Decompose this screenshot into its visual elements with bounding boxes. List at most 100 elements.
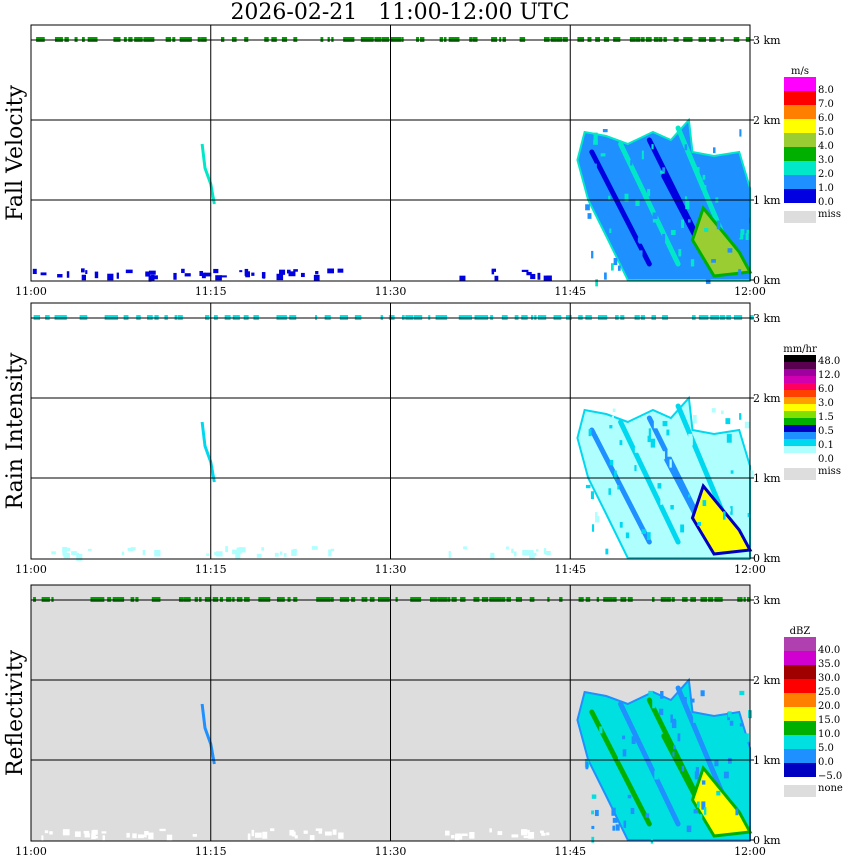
reflectivity-surface-clutter bbox=[247, 833, 251, 840]
fall-velocity-surface-clutter bbox=[494, 275, 499, 281]
rain-intensity-legend-swatch bbox=[784, 397, 816, 404]
fall-velocity-echo-pixel bbox=[731, 200, 736, 210]
fall-velocity-echo-pixel bbox=[711, 259, 716, 263]
fall-velocity-surface-clutter bbox=[313, 274, 320, 282]
reflectivity-echo-pixel bbox=[672, 751, 675, 757]
rain-intensity-legend-label: 3.0 bbox=[818, 398, 834, 409]
reflectivity-echo-pixel bbox=[739, 723, 744, 727]
reflectivity-echo-pixel bbox=[740, 735, 744, 740]
reflectivity-surface-clutter bbox=[141, 835, 147, 838]
reflectivity-legend-label: 10.0 bbox=[818, 729, 840, 740]
reflectivity-surface-clutter bbox=[144, 830, 149, 836]
rain-intensity-surface-clutter bbox=[506, 546, 509, 550]
rain-intensity-surface-clutter bbox=[214, 551, 219, 556]
reflectivity-surface-clutter bbox=[445, 830, 450, 836]
reflectivity-echo-pixel bbox=[612, 817, 618, 823]
rain-intensity-legend-swatch bbox=[784, 362, 816, 369]
reflectivity-xtick-label: 11:15 bbox=[195, 845, 227, 858]
fall-velocity-surface-clutter bbox=[145, 272, 150, 276]
rain-intensity-surface-clutter bbox=[76, 553, 83, 561]
reflectivity-surface-clutter bbox=[309, 835, 315, 841]
fall-velocity-echo-pixel bbox=[716, 220, 721, 230]
reflectivity-echo-pixel bbox=[735, 808, 739, 816]
fall-velocity-surface-clutter bbox=[201, 273, 206, 279]
reflectivity-frame bbox=[30, 584, 751, 842]
rain-intensity-legend-swatch bbox=[784, 355, 816, 362]
reflectivity-surface-clutter bbox=[126, 832, 130, 838]
fall-velocity-legend-swatch bbox=[784, 77, 816, 91]
rain-intensity-legend-swatch bbox=[784, 446, 816, 453]
reflectivity-legend-swatch bbox=[784, 749, 816, 763]
rain-intensity-echo-pixel bbox=[652, 533, 656, 537]
fall-velocity-surface-clutter bbox=[327, 268, 335, 274]
rain-intensity-echo-pixel bbox=[697, 521, 702, 526]
fall-velocity-surface-clutter bbox=[526, 271, 532, 276]
reflectivity-echo-pixel bbox=[654, 770, 659, 780]
rain-intensity-frame bbox=[30, 302, 751, 560]
rain-intensity-echo-pixel bbox=[585, 484, 591, 489]
reflectivity-surface-clutter bbox=[138, 834, 144, 839]
reflectivity-echo-pixel bbox=[681, 766, 685, 772]
rain-intensity-echo-pixel bbox=[738, 483, 742, 492]
rain-intensity-echo-pixel bbox=[721, 410, 724, 415]
fall-velocity-echo-pixel bbox=[735, 229, 741, 238]
fall-velocity-surface-clutter bbox=[530, 273, 536, 280]
rain-intensity-echo-pixel bbox=[680, 429, 684, 434]
rain-intensity-legend-swatch bbox=[784, 468, 816, 480]
fall-velocity-echo-core bbox=[690, 204, 753, 278]
reflectivity-surface-clutter bbox=[148, 832, 154, 840]
rain-intensity-xtick-label: 12:00 bbox=[734, 563, 766, 576]
reflectivity-surface-clutter bbox=[521, 829, 528, 836]
rain-intensity-echo-pixel bbox=[662, 420, 668, 427]
fall-velocity-echo-pixel bbox=[637, 237, 640, 243]
rain-intensity-echo-pixel bbox=[660, 499, 663, 505]
rain-intensity-echo-pixel bbox=[670, 428, 675, 437]
reflectivity-echo-pixel bbox=[686, 825, 692, 833]
fall-velocity-echo-pixel bbox=[702, 185, 707, 190]
fall-velocity-echo-pixel bbox=[733, 178, 739, 184]
fall-velocity-echo-pixel bbox=[593, 132, 598, 141]
fall-velocity-surface-clutter bbox=[251, 272, 255, 276]
rain-intensity-surface-clutter bbox=[121, 551, 125, 556]
fall-velocity-surface-clutter bbox=[239, 270, 243, 273]
reflectivity-echo-pixel bbox=[622, 749, 627, 757]
rain-intensity-echo-pixel bbox=[744, 421, 750, 429]
fall-velocity-surface-clutter bbox=[32, 268, 37, 275]
reflectivity-legend-label: none bbox=[818, 783, 843, 794]
fall-velocity-echo-pixel bbox=[612, 217, 617, 221]
fall-velocity-surface-clutter bbox=[315, 271, 319, 275]
reflectivity-surface-clutter bbox=[262, 831, 268, 839]
rain-intensity-surface-clutter bbox=[274, 552, 279, 557]
rain-intensity-legend-swatch bbox=[784, 376, 816, 383]
fall-velocity-surface-clutter bbox=[491, 269, 495, 275]
fall-velocity-legend-label: 4.0 bbox=[818, 141, 834, 152]
fall-velocity-echo-pixel bbox=[651, 144, 654, 150]
fall-velocity-surface-clutter bbox=[40, 272, 47, 276]
fall-velocity-echo-pixel bbox=[621, 163, 626, 170]
reflectivity-surface-clutter bbox=[338, 832, 344, 839]
reflectivity-echo-pixel bbox=[693, 715, 698, 723]
reflectivity-surface-clutter bbox=[315, 828, 323, 832]
fall-velocity-echo-pixel bbox=[670, 198, 673, 205]
fall-velocity-legend-swatch bbox=[784, 211, 816, 223]
reflectivity-legend-label: 5.0 bbox=[818, 743, 834, 754]
rain-intensity-echo-pixel bbox=[691, 462, 697, 468]
fall-velocity-echo-pixel bbox=[600, 153, 606, 157]
reflectivity-echo-pixel bbox=[594, 809, 599, 817]
rain-intensity-surface-clutter bbox=[51, 551, 56, 555]
reflectivity-echo-pixel bbox=[693, 808, 699, 814]
reflectivity-echo-pixel bbox=[628, 721, 632, 727]
reflectivity-echo-pixel bbox=[739, 690, 745, 696]
rain-intensity-echo-pixel bbox=[590, 491, 594, 500]
fall-velocity-legend-label: 6.0 bbox=[818, 113, 834, 124]
reflectivity-ytick-label: 1 km bbox=[753, 754, 781, 767]
reflectivity-echo-pixel bbox=[715, 752, 718, 760]
reflectivity-legend-label: 0.0 bbox=[818, 757, 834, 768]
reflectivity-echo-pixel bbox=[617, 755, 622, 761]
reflectivity-echo-pixel bbox=[698, 814, 703, 820]
rain-intensity-surface-clutter bbox=[261, 547, 265, 551]
rain-intensity-echo-pixel bbox=[657, 483, 662, 489]
rain-intensity-surface-clutter bbox=[77, 552, 80, 556]
fall-velocity-surface-clutter bbox=[261, 272, 266, 279]
